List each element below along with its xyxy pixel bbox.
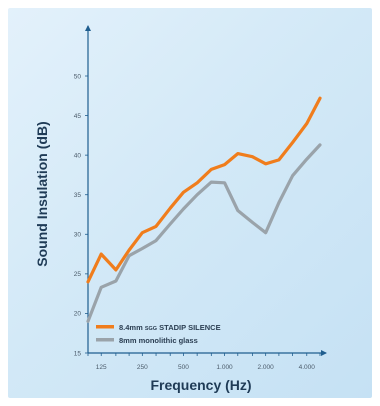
x-tick-label: 125 — [96, 364, 107, 371]
legend-label-monolithic: 8mm monolithic glass — [119, 336, 198, 345]
y-tick-label: 50 — [74, 73, 82, 80]
x-tick-label: 4.000 — [299, 364, 316, 371]
x-axis-ticks: 125 250 500 1.000 2.000 4.000 — [87, 353, 321, 371]
series-line-monolithic — [86, 143, 322, 323]
legend-label-stadip: 8.4mm SGG STADIP SILENCE — [119, 323, 221, 332]
y-tick-label: 25 — [74, 271, 82, 278]
y-tick-label: 40 — [74, 152, 82, 159]
x-axis-title: Frequency (Hz) — [150, 377, 251, 393]
series-line-stadip — [86, 96, 322, 284]
y-tick-label: 15 — [74, 350, 82, 357]
y-axis-title: Sound Insulation (dB) — [34, 121, 50, 266]
y-tick-label: 45 — [74, 113, 82, 120]
y-tick-label: 20 — [74, 311, 82, 318]
x-tick-label: 500 — [178, 364, 189, 371]
y-axis-ticks: 15 20 25 30 35 40 45 50 — [74, 73, 88, 357]
legend-swatch-stadip — [96, 325, 114, 329]
x-tick-label: 1.000 — [216, 364, 233, 371]
legend: 8.4mm SGG STADIP SILENCE 8mm monolithic … — [96, 323, 221, 345]
y-tick-label: 35 — [74, 192, 82, 199]
series-lines — [86, 96, 322, 323]
legend-item-monolithic: 8mm monolithic glass — [96, 336, 198, 345]
legend-swatch-monolithic — [96, 338, 114, 342]
x-tick-label: 250 — [137, 364, 148, 371]
y-tick-label: 30 — [74, 232, 82, 239]
x-tick-label: 2.000 — [258, 364, 275, 371]
legend-item-stadip: 8.4mm SGG STADIP SILENCE — [96, 323, 221, 332]
